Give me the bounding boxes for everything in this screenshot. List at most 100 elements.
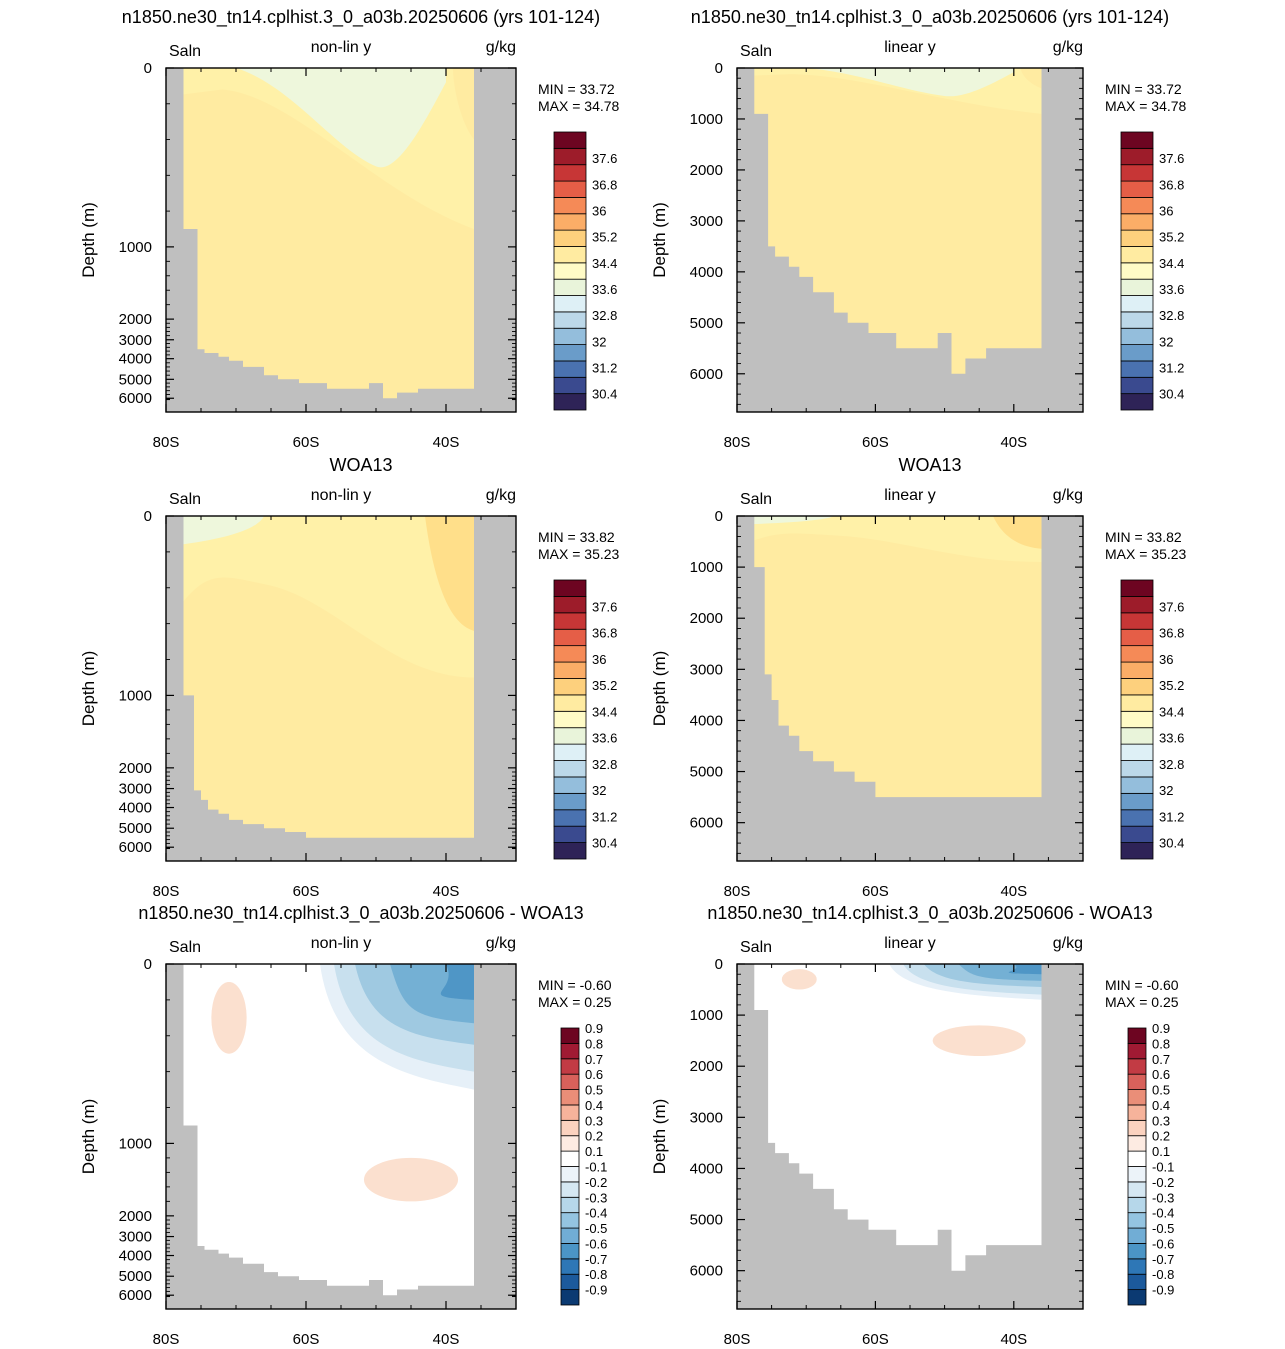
colorbar-box xyxy=(553,147,587,166)
colorbar-box xyxy=(560,1042,580,1060)
panel: n1850.ne30_tn14.cplhist.3_0_a03b.2025060… xyxy=(79,903,612,1348)
units-label: g/kg xyxy=(486,39,516,56)
colorbar-label: 32.8 xyxy=(592,757,617,772)
left-label: Saln xyxy=(169,939,201,956)
colorbar-box xyxy=(1120,197,1154,215)
colorbar-label: 33.6 xyxy=(1159,282,1184,297)
y-tick-label: 0 xyxy=(144,60,152,77)
center-label: linear y xyxy=(884,487,936,504)
colorbar-label: -0.9 xyxy=(1152,1283,1174,1298)
colorbar-label: 37.6 xyxy=(1159,151,1184,166)
units-label: g/kg xyxy=(1053,487,1083,504)
colorbar-label: 0.6 xyxy=(585,1067,603,1082)
max-label: MAX = 0.25 xyxy=(538,994,612,1010)
colorbar-box xyxy=(1120,710,1154,729)
colorbar-box xyxy=(553,661,587,679)
y-tick-label: 6000 xyxy=(690,1263,723,1280)
difference-negative-contour xyxy=(1008,964,1042,975)
colorbar-box xyxy=(1120,809,1154,827)
salinity-salty-band xyxy=(993,516,1042,549)
y-tick-label: 0 xyxy=(144,956,152,973)
units-label: g/kg xyxy=(1053,39,1083,56)
colorbar-box xyxy=(1127,1181,1147,1198)
colorbar-label: 0.4 xyxy=(585,1098,603,1113)
salinity-band xyxy=(1020,68,1042,89)
colorbar-box xyxy=(1120,360,1154,378)
colorbar-label: 0.4 xyxy=(1152,1098,1170,1113)
center-label: non-lin y xyxy=(311,935,371,952)
colorbar-box xyxy=(1120,694,1154,712)
colorbar-box xyxy=(1127,1258,1147,1275)
y-tick-label: 4000 xyxy=(690,712,723,729)
colorbar-box xyxy=(1120,842,1154,860)
colorbar-box xyxy=(553,743,587,761)
colorbar-label: 0.1 xyxy=(1152,1144,1170,1159)
y-axis-label: Depth (m) xyxy=(650,651,669,727)
panel-title: WOA13 xyxy=(898,455,961,475)
difference-positive-contour xyxy=(781,969,817,990)
units-label: g/kg xyxy=(486,487,516,504)
difference-positive-contour xyxy=(363,1157,459,1202)
y-axis-label: Depth (m) xyxy=(79,202,98,278)
colorbar-box xyxy=(1120,246,1154,264)
y-tick-label: 2000 xyxy=(119,311,152,328)
salinity-fresh-band xyxy=(806,68,1014,97)
x-tick-label: 60S xyxy=(293,883,320,900)
colorbar-box xyxy=(1120,727,1154,745)
x-tick-label: 80S xyxy=(153,1331,180,1348)
colorbar-box xyxy=(1120,628,1154,647)
y-tick-label: 2000 xyxy=(119,760,152,777)
colorbar-label: 34.4 xyxy=(592,704,617,719)
y-tick-label: 1000 xyxy=(119,687,152,704)
panel: WOA13 80S 60S 40S 0 1000 2000 3000 4000 5000 6000 D… xyxy=(79,455,620,900)
colorbar-label: 32.8 xyxy=(592,308,617,323)
colorbar-box xyxy=(1120,776,1154,794)
min-label: MIN = -0.60 xyxy=(1105,977,1179,993)
colorbar-box xyxy=(553,645,587,663)
colorbar-box xyxy=(560,1227,580,1244)
min-label: MIN = 33.72 xyxy=(538,81,615,97)
colorbar-box xyxy=(1127,1135,1147,1152)
x-tick-label: 40S xyxy=(433,883,460,900)
colorbar-box xyxy=(1120,229,1154,247)
colorbar-box xyxy=(553,229,587,247)
colorbar-label: 35.2 xyxy=(592,678,617,693)
y-tick-label: 6000 xyxy=(119,839,152,856)
panel: n1850.ne30_tn14.cplhist.3_0_a03b.2025060… xyxy=(650,903,1179,1348)
colorbar-box xyxy=(1120,147,1154,166)
colorbar-box xyxy=(553,678,587,696)
y-tick-label: 5000 xyxy=(119,820,152,837)
colorbar-label: 0.8 xyxy=(1152,1036,1170,1051)
colorbar-label: 35.2 xyxy=(592,230,617,245)
colorbar-label: 30.4 xyxy=(592,836,617,851)
colorbar-label: 34.4 xyxy=(592,256,617,271)
y-tick-label: 5000 xyxy=(690,1212,723,1229)
colorbar-box xyxy=(560,1181,580,1198)
colorbar-label: -0.2 xyxy=(585,1175,607,1190)
colorbar-box xyxy=(553,792,587,811)
difference-positive-contour xyxy=(211,981,247,1054)
colorbar-box xyxy=(553,246,587,264)
colorbar-label: 0.1 xyxy=(585,1144,603,1159)
y-tick-label: 4000 xyxy=(119,351,152,368)
y-axis-label: Depth (m) xyxy=(79,1099,98,1175)
colorbar-box xyxy=(1127,1104,1147,1121)
x-tick-label: 60S xyxy=(293,434,320,451)
land-mask xyxy=(737,964,1083,1309)
panel-title: WOA13 xyxy=(329,455,392,475)
land-mask xyxy=(166,964,516,1309)
colorbar-box xyxy=(560,1258,580,1275)
x-tick-label: 60S xyxy=(293,1331,320,1348)
colorbar-box xyxy=(1120,311,1154,329)
colorbar-box xyxy=(560,1196,580,1214)
colorbar-box xyxy=(1120,612,1154,630)
colorbar-label: -0.9 xyxy=(585,1283,607,1298)
colorbar-label: 32 xyxy=(1159,783,1173,798)
colorbar-label: 37.6 xyxy=(1159,599,1184,614)
max-label: MAX = 35.23 xyxy=(538,546,620,562)
difference-positive-contour xyxy=(932,1025,1026,1056)
colorbar-label: 35.2 xyxy=(1159,230,1184,245)
left-label: Saln xyxy=(740,43,772,60)
colorbar-box xyxy=(560,1243,580,1260)
